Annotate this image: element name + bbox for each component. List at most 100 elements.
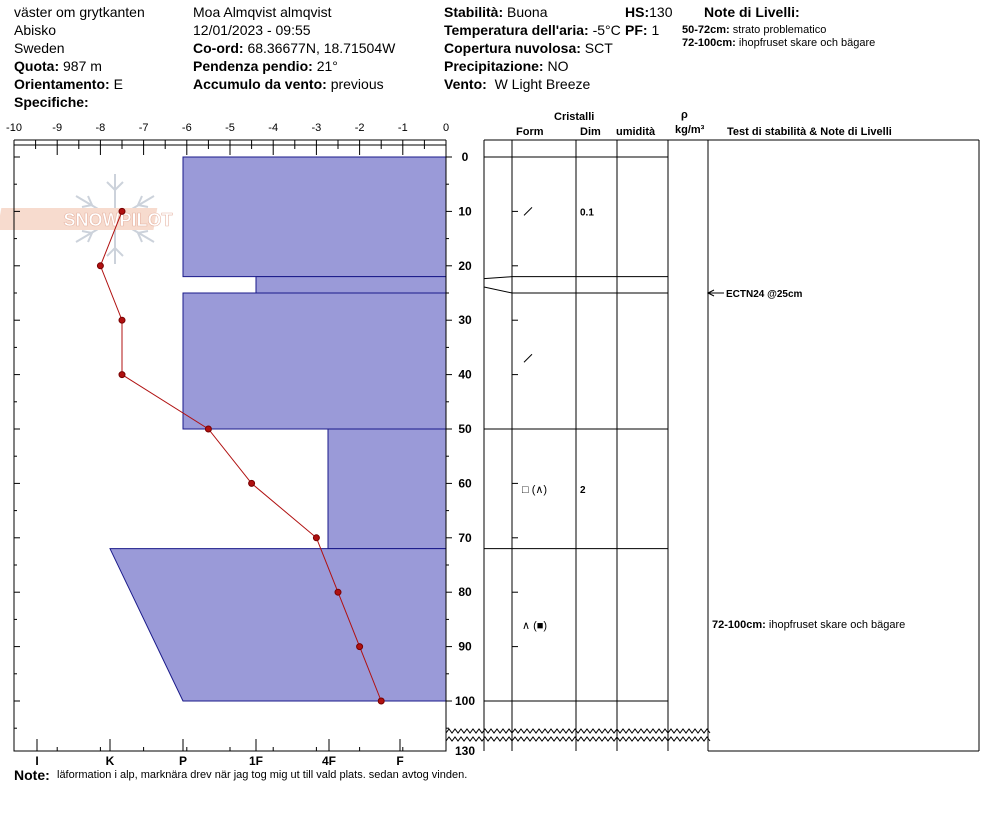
note-text: läformation i alp, marknära drev när jag…: [57, 769, 468, 781]
aspect-label: Orientamento:: [14, 76, 110, 92]
location-name: väster om grytkanten: [14, 4, 145, 20]
depth-axis-label: 60: [458, 476, 472, 490]
grid-layer-group: -10 -9 -8 -7 -6 -5 -4 -3 -2 -1 0I K P 1F 4F F: [6, 122, 449, 768]
temperature-point: [118, 316, 126, 324]
axis-break-wave: [445, 736, 711, 742]
crystal-form-icon: [523, 207, 533, 216]
layer-comment-range: 72-100cm:: [712, 619, 766, 631]
penetration-foot-value: 1: [651, 22, 660, 38]
crystal-size-label: 2: [580, 485, 586, 496]
wind: Vento: W Light Breeze: [444, 75, 590, 93]
snowpilot-logo: SNOWPILOT: [0, 174, 173, 264]
coordinates-value: 68.36677N, 18.71504W: [247, 40, 396, 56]
temp-axis-label: -7: [139, 122, 149, 134]
aspect: Orientamento: E: [14, 75, 123, 93]
precipitation-value: NO: [547, 58, 569, 74]
temp-axis-label: 0: [443, 122, 449, 134]
depth-axis-label: 30: [458, 313, 472, 327]
hardness-axis-label: K: [106, 754, 115, 768]
hardness-layer-bar: [327, 428, 447, 550]
depth-axis-label: 40: [458, 368, 472, 382]
temperature-point: [204, 425, 212, 433]
density-unit: kg/m³: [675, 124, 705, 136]
specifics-label: Specifiche:: [14, 94, 89, 110]
hardness-axis-label: 4F: [322, 754, 336, 768]
temperature-point: [96, 262, 104, 270]
crystals-header: Cristalli: [554, 111, 595, 123]
region-name: Abisko: [14, 22, 57, 38]
crystal-form-label: ∧ (■): [522, 620, 547, 632]
precipitation: Precipitazione: NO: [444, 57, 568, 75]
hardness-axis-label: 1F: [249, 754, 263, 768]
coordinates: Co-ord: 68.36677N, 18.71504W: [193, 39, 395, 57]
temperature-point: [118, 371, 126, 379]
layer-boundary-line: [483, 286, 668, 294]
hardness-layer-bar: [255, 276, 447, 294]
crystal-form-icon: [523, 353, 533, 363]
axis-break-wave: [445, 728, 711, 734]
elevation-label: Quota:: [14, 58, 60, 74]
depth-axis-label: 80: [458, 585, 472, 599]
temp-axis-label: -8: [96, 122, 106, 134]
logo-text: SNOWPILOT: [64, 210, 173, 230]
depth-axis-label: 10: [458, 204, 472, 218]
slope: Pendenza pendio: 21°: [193, 57, 338, 75]
layer-note-2: 72-100cm: ihopfruset skare och bägare: [682, 37, 875, 50]
cloud-cover: Copertura nuvolosa: SCT: [444, 39, 613, 57]
air-temperature-value: -5°C: [592, 22, 621, 38]
layer-note-text: ihopfruset skare och bägare: [738, 37, 876, 49]
elevation: Quota: 987 m: [14, 57, 102, 75]
temp-axis-label: -10: [6, 122, 22, 134]
snow-height: HS:130: [625, 3, 672, 21]
temp-axis-label: -5: [225, 122, 235, 134]
cloud-cover-value: SCT: [584, 40, 613, 56]
stability-value: Buona: [507, 4, 548, 20]
slope-label: Pendenza pendio:: [193, 58, 313, 74]
stability-notes-header: Test di stabilità & Note di Livelli: [727, 126, 892, 138]
hardness-layer-bar: [182, 292, 447, 430]
temp-axis-label: -4: [268, 122, 278, 134]
temperature-point: [334, 588, 342, 596]
crystal-size-label: 0.1: [580, 207, 594, 218]
depth-axis-label: 20: [458, 259, 472, 273]
temperature-point: [118, 207, 126, 215]
hardness-layer-group: [109, 156, 447, 702]
hardness-axis-label: P: [179, 754, 187, 768]
temp-axis-label: -2: [355, 122, 365, 134]
test-arrow-icon: [706, 289, 715, 297]
snow-height-label: HS:: [625, 4, 650, 20]
depth-axis-label: 0: [462, 150, 469, 164]
observation-datetime: 12/01/2023 - 09:55: [193, 22, 311, 38]
wind-value: W Light Breeze: [494, 76, 591, 92]
density-symbol: ρ: [681, 109, 688, 121]
layer-note-1: 50-72cm: strato problematico: [682, 24, 826, 37]
air-temperature-label: Temperatura dell'aria:: [444, 22, 589, 38]
wind-label: Vento:: [444, 76, 487, 92]
layer-note-range: 72-100cm:: [682, 37, 736, 49]
layer-note-range: 50-72cm:: [682, 24, 730, 36]
air-temperature: Temperatura dell'aria: -5°C: [444, 21, 621, 39]
form-header: Form: [516, 126, 544, 138]
slope-value: 21°: [316, 58, 338, 74]
layer-note-text: strato problematico: [732, 24, 827, 36]
stability-label: Stabilità:: [444, 4, 504, 20]
temp-axis-label: -3: [312, 122, 322, 134]
temp-axis-label: -6: [182, 122, 192, 134]
temperature-layer-group: [96, 207, 385, 705]
layer-notes-title: Note di Livelli:: [704, 4, 800, 20]
wind-loading: Accumulo da vento: previous: [193, 75, 384, 93]
crystal-form-label: □ (∧): [522, 484, 547, 496]
temperature-point: [248, 479, 256, 487]
penetration-foot-label: PF:: [625, 22, 648, 38]
depth-axis-label: 100: [455, 694, 475, 708]
layer-comment: 72-100cm: ihopfruset skare och bägare: [712, 619, 905, 631]
temperature-point: [356, 643, 364, 651]
note-label: Note:: [14, 767, 50, 783]
aspect-value: E: [113, 76, 123, 92]
right-panel-group: 0 10 20 30 40 50 60 70 80 90 100 130 0.1 □ (∧) 2 ∧ (■) E…: [445, 139, 980, 758]
logo-band: [0, 208, 158, 230]
temp-axis-label: -1: [398, 122, 408, 134]
size-header: Dim: [580, 126, 601, 138]
layer-comment-text: ihopfruset skare och bägare: [766, 619, 905, 631]
penetration-foot: PF: 1: [625, 21, 659, 39]
